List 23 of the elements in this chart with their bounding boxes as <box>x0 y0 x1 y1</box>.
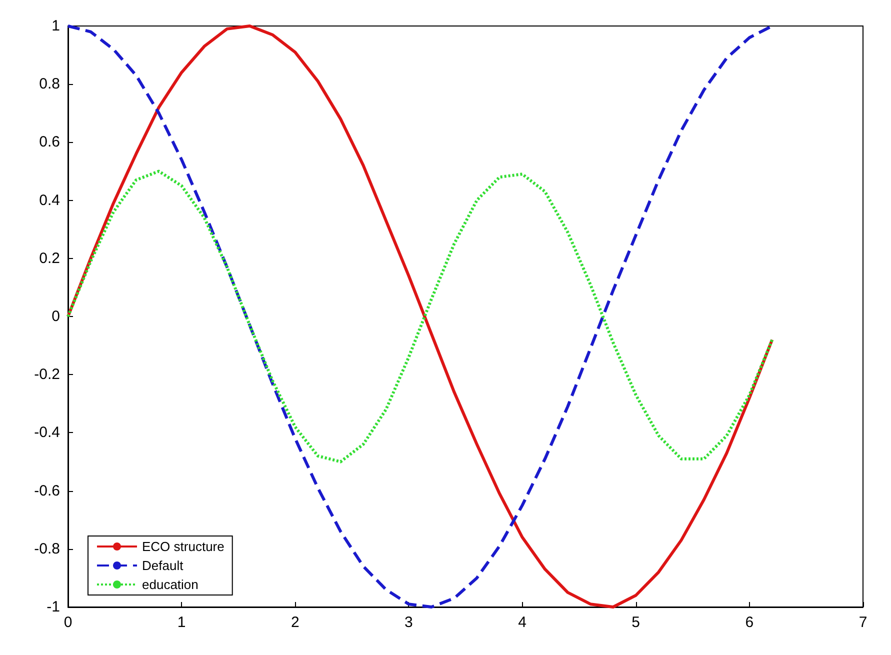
y-tick-label: 0.2 <box>39 250 60 267</box>
x-tick-label: 0 <box>64 614 72 631</box>
y-tick-label: -0.6 <box>34 482 60 500</box>
legend-label: Default <box>142 558 184 573</box>
x-tick-label: 5 <box>632 614 640 631</box>
y-tick-label: -1 <box>46 598 60 616</box>
x-tick-label: 1 <box>177 614 186 631</box>
y-tick-label: -0.8 <box>34 540 60 558</box>
y-tick-label: -0.4 <box>34 424 60 442</box>
x-tick-label: 3 <box>404 614 413 631</box>
y-tick-label: 1 <box>52 18 60 34</box>
legend-label: ECO structure <box>142 539 224 554</box>
x-tick-label: 6 <box>745 614 754 631</box>
legend-label: education <box>142 577 198 592</box>
line-series <box>66 170 774 464</box>
x-tick-label: 7 <box>858 614 868 631</box>
y-tick-label: 0 <box>52 308 60 325</box>
y-tick-label: -0.2 <box>34 366 60 384</box>
y-tick-label: 0.8 <box>39 76 60 93</box>
x-tick-label: 4 <box>518 614 526 631</box>
x-tick-label: 2 <box>290 614 300 631</box>
y-tick-label: 0.4 <box>39 192 60 209</box>
y-tick-label: 0.6 <box>39 134 60 151</box>
